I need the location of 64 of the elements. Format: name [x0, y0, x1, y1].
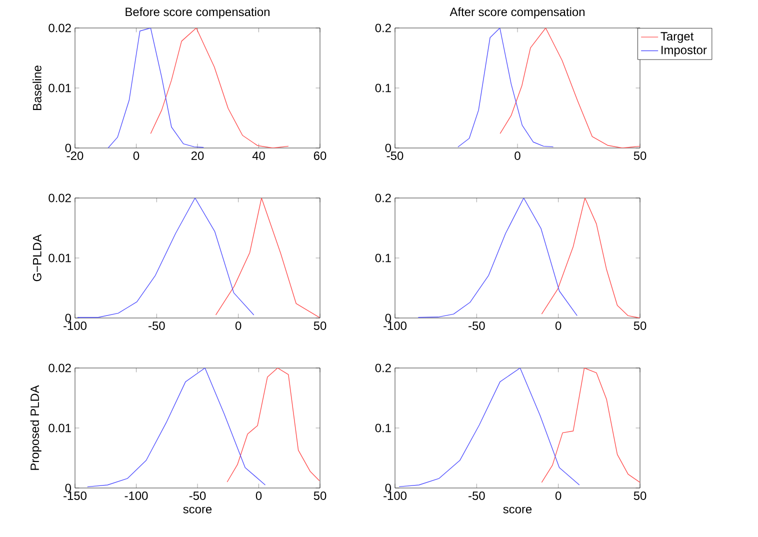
x-tick-label: -100 — [384, 492, 407, 500]
y-axis-title: Baseline — [32, 66, 42, 110]
x-tick-label: -50 — [386, 152, 404, 160]
x-tick-label: 0 — [514, 152, 520, 160]
x-tick-label: 50 — [634, 322, 646, 330]
line-series — [541, 198, 640, 318]
y-tick-label: 0 — [385, 144, 392, 152]
y-tick-label: 0.02 — [48, 24, 71, 32]
x-tick-label: -50 — [468, 492, 485, 500]
x-axis-title: score — [183, 506, 212, 514]
x-tick-label: 50 — [314, 322, 326, 330]
line-series — [398, 368, 580, 488]
y-tick-label: 0 — [65, 314, 72, 322]
line-series — [226, 368, 320, 482]
x-tick-label: -50 — [189, 492, 206, 500]
x-tick-label: 0 — [256, 492, 262, 500]
x-tick-label: -100 — [124, 492, 148, 500]
x-tick-label: 50 — [314, 492, 326, 500]
legend-label: Target — [660, 32, 694, 43]
line-series — [418, 198, 578, 318]
x-tick-label: 0 — [555, 492, 562, 500]
line-series — [87, 368, 266, 488]
y-tick-label: 0 — [385, 314, 392, 322]
y-tick-label: 0 — [65, 144, 72, 152]
y-tick-label: 0.02 — [48, 364, 71, 372]
line-series — [108, 28, 204, 148]
y-tick-label: 0.01 — [48, 424, 71, 432]
line-series — [541, 368, 640, 483]
x-tick-label: -100 — [384, 322, 407, 330]
x-tick-label: 50 — [634, 152, 646, 160]
line-series — [458, 28, 554, 148]
y-axis-title: Proposed PLDA — [30, 385, 42, 470]
legend-label: Impostor — [662, 46, 707, 57]
line-series — [77, 198, 254, 318]
line-series — [150, 28, 289, 148]
y-tick-label: 0.01 — [48, 254, 71, 262]
chart-title: Before score compensation — [126, 7, 270, 18]
x-tick-label: -150 — [64, 492, 86, 500]
y-tick-label: 0.1 — [375, 424, 391, 432]
y-tick-label: 0.2 — [375, 194, 391, 202]
x-tick-label: 20 — [191, 152, 204, 160]
y-tick-label: 0 — [385, 484, 392, 492]
x-tick-label: 0 — [235, 322, 242, 330]
x-tick-label: -50 — [148, 322, 165, 330]
y-tick-label: 0.2 — [375, 364, 391, 372]
line-series — [500, 28, 640, 148]
x-tick-label: 40 — [252, 152, 265, 160]
y-tick-label: 0.2 — [375, 24, 391, 32]
x-tick-label: -100 — [64, 322, 86, 330]
y-tick-label: 0.1 — [375, 254, 391, 262]
y-tick-label: 0.1 — [375, 84, 391, 92]
x-tick-label: 50 — [634, 492, 646, 500]
y-tick-label: 0.01 — [48, 84, 71, 92]
x-tick-label: -50 — [468, 322, 485, 330]
x-tick-label: 0 — [555, 322, 562, 330]
x-tick-label: 60 — [314, 152, 326, 160]
x-axis-title: score — [503, 506, 532, 514]
y-tick-label: 0.02 — [48, 194, 71, 202]
x-tick-label: 0 — [133, 152, 140, 160]
y-axis-title: G−PLDA — [32, 234, 42, 282]
chart-title: After score compensation — [450, 7, 584, 18]
line-series — [215, 198, 320, 318]
y-tick-label: 0 — [65, 484, 72, 492]
x-tick-label: -20 — [66, 152, 84, 160]
